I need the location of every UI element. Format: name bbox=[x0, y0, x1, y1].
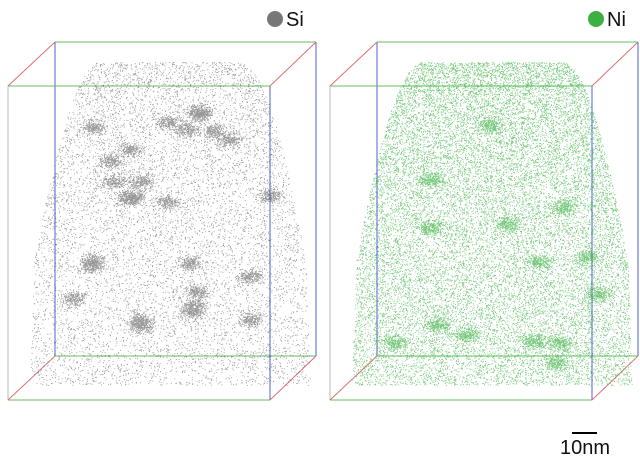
box-edge bbox=[8, 356, 55, 400]
box-edge bbox=[270, 42, 316, 86]
page: Si Ni 10nm (() => { const data = JSON.pa… bbox=[0, 0, 640, 463]
si-legend-dot bbox=[267, 11, 283, 27]
box-edge bbox=[8, 42, 55, 86]
ni-legend-dot bbox=[588, 11, 604, 27]
box-edge bbox=[592, 42, 638, 86]
si-label: Si bbox=[286, 9, 304, 31]
figure: Si Ni 10nm bbox=[0, 0, 640, 463]
si-point-cloud bbox=[31, 62, 311, 386]
ni-point-cloud bbox=[352, 62, 632, 386]
scale-bar-label: 10nm bbox=[560, 437, 610, 459]
ni-label: Ni bbox=[607, 9, 626, 31]
box-edge bbox=[330, 42, 377, 86]
box-edge bbox=[330, 356, 377, 400]
